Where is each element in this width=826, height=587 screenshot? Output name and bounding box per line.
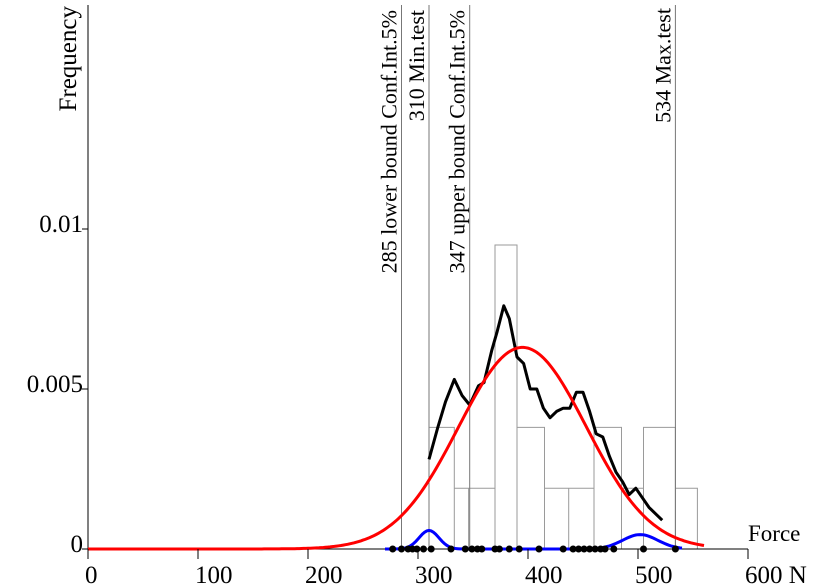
sample-point-7	[447, 545, 455, 553]
reference-label-347: 347 upper bound Conf.Int.5%	[445, 10, 470, 273]
sample-point-6	[427, 545, 435, 553]
sample-point-26	[640, 545, 647, 553]
x-tick-label-400: 400	[525, 562, 563, 587]
sample-point-18	[569, 545, 577, 553]
y-tick-label-0.005: 0.005	[27, 371, 83, 398]
x-tick-label-0: 0	[85, 562, 98, 587]
x-tick-label-200: 200	[305, 562, 343, 587]
x-tick-label-600: 600 N	[745, 562, 807, 587]
reference-label-534: 534 Max.test	[650, 8, 675, 123]
sample-point-27	[671, 545, 679, 553]
reference-label-310: 310 Min.test	[404, 10, 429, 121]
sample-point-11	[478, 545, 486, 553]
sample-point-4	[413, 545, 421, 553]
sample-points	[389, 545, 679, 553]
sample-point-0	[389, 545, 397, 553]
x-axis-end-label: Force	[748, 521, 800, 546]
reference-lines: 285 lower bound Conf.Int.5% 310 Min.test 3…	[377, 5, 676, 549]
reference-label-285: 285 lower bound Conf.Int.5%	[377, 10, 402, 273]
sample-point-20	[580, 545, 588, 553]
tick-labels: 0 100 200 300 400 500 600 N 0 0.005 0.01	[27, 211, 807, 587]
sample-point-15	[515, 545, 523, 553]
sample-point-22	[591, 545, 599, 553]
tail-density-curve	[385, 528, 683, 551]
sample-point-16	[535, 545, 543, 553]
sample-point-21	[586, 545, 594, 553]
y-tick-label-0.01: 0.01	[39, 211, 83, 238]
sample-point-13	[495, 545, 503, 553]
x-tick-label-300: 300	[415, 562, 453, 587]
sample-point-9	[468, 545, 476, 553]
sample-point-19	[575, 545, 583, 553]
curves	[88, 304, 705, 551]
sample-point-1	[398, 545, 405, 553]
y-tick-label-0: 0	[71, 531, 84, 558]
sample-point-8	[461, 545, 469, 553]
x-tick-label-500: 500	[635, 562, 673, 587]
normal-fit-curve	[88, 345, 705, 551]
sample-point-17	[559, 545, 567, 553]
sample-point-5	[420, 545, 427, 553]
y-axis-label: Frequency	[55, 6, 82, 112]
x-tick-label-100: 100	[195, 562, 233, 587]
sample-point-14	[505, 545, 513, 553]
sample-point-24	[601, 545, 609, 553]
sample-point-25	[610, 545, 618, 553]
